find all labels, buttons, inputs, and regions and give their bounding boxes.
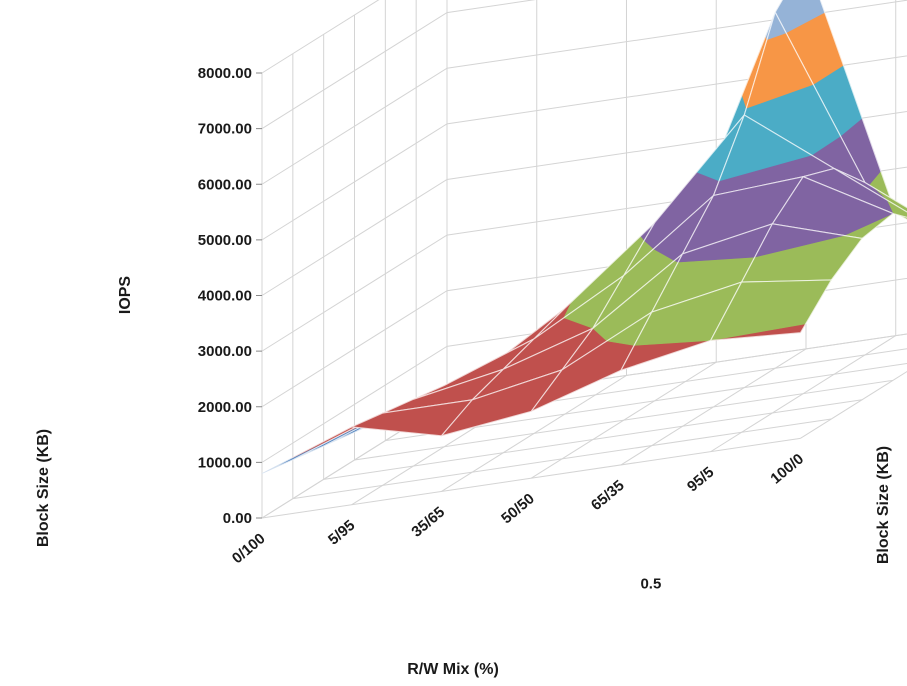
- y-axis-title: IOPS: [117, 276, 134, 315]
- gridline: [261, 437, 801, 519]
- depth-axis-title-right: Block Size (KB): [875, 446, 892, 564]
- y-tick-label: 4000.00: [198, 288, 252, 305]
- y-tick-label: 1000.00: [198, 454, 252, 471]
- x-tick-label: 5/95: [325, 517, 358, 549]
- x-tick-label: 0/100: [229, 530, 269, 567]
- x-tick-label: 95/5: [684, 464, 717, 496]
- y-tick-label: 5000.00: [198, 232, 252, 249]
- x-tick-label: 100/0: [767, 450, 807, 487]
- surface-cell-outline: [709, 279, 833, 342]
- gridline: [292, 418, 832, 500]
- x-tick-label: 50/50: [498, 490, 538, 527]
- x-tick-label: 35/65: [408, 503, 448, 540]
- y-tick-label: 3000.00: [198, 343, 252, 360]
- y-tick-label: 6000.00: [198, 176, 252, 193]
- gridline: [385, 363, 907, 442]
- y-tick-label: 0.00: [223, 510, 252, 527]
- gridline: [323, 399, 863, 480]
- chart-walls: [261, 0, 907, 519]
- x-axis-title: R/W Mix (%): [407, 661, 499, 678]
- y-tick-label: 8000.00: [198, 65, 252, 82]
- x-tick-label: 65/35: [588, 477, 628, 514]
- gridline: [354, 379, 894, 461]
- y-tick-label: 2000.00: [198, 399, 252, 416]
- y-tick-label: 7000.00: [198, 121, 252, 138]
- depth-tick-label: 0.5: [640, 575, 661, 592]
- depth-axis-title-left: Block Size (KB): [35, 429, 52, 547]
- surface-plot: [261, 0, 907, 475]
